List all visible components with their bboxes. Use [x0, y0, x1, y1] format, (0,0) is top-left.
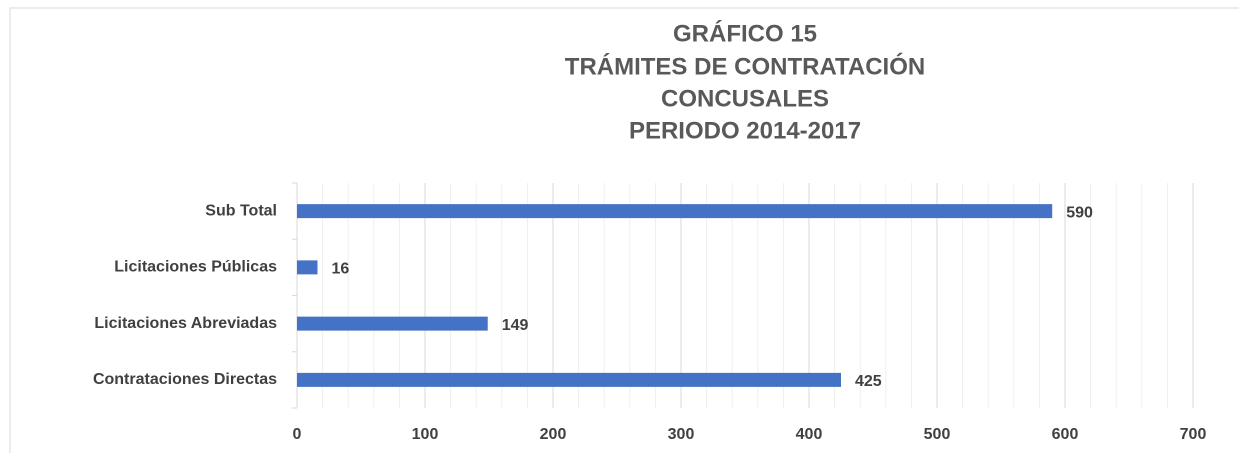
x-tick-label: 600 — [1052, 426, 1079, 443]
y-tick-label: Sub Total — [205, 202, 277, 219]
x-tick-label: 200 — [540, 426, 567, 443]
chart-title: TRÁMITES DE CONTRATACIÓN — [565, 52, 925, 80]
chart-border — [9, 7, 1239, 453]
x-tick-label: 500 — [924, 426, 951, 443]
chart-title: CONCUSALES — [661, 85, 829, 112]
x-tick-label: 400 — [796, 426, 823, 443]
data-label: 16 — [331, 261, 349, 278]
x-tick-label: 100 — [412, 426, 439, 443]
data-label: 425 — [855, 373, 882, 390]
x-tick-label: 300 — [668, 426, 695, 443]
bar — [297, 204, 1053, 219]
data-label: 590 — [1066, 204, 1093, 221]
chart-title: GRÁFICO 15 — [673, 19, 817, 47]
bar — [297, 316, 488, 331]
x-tick-label: 0 — [293, 426, 302, 443]
bar — [297, 260, 318, 275]
y-tick-label: Licitaciones Abreviadas — [94, 315, 277, 332]
y-tick-label: Contrataciones Directas — [93, 371, 277, 388]
chart-title: PERIODO 2014-2017 — [629, 117, 861, 144]
bar — [297, 372, 841, 387]
data-label: 149 — [502, 317, 529, 334]
x-tick-label: 700 — [1180, 426, 1207, 443]
y-tick-label: Licitaciones Públicas — [114, 259, 277, 276]
